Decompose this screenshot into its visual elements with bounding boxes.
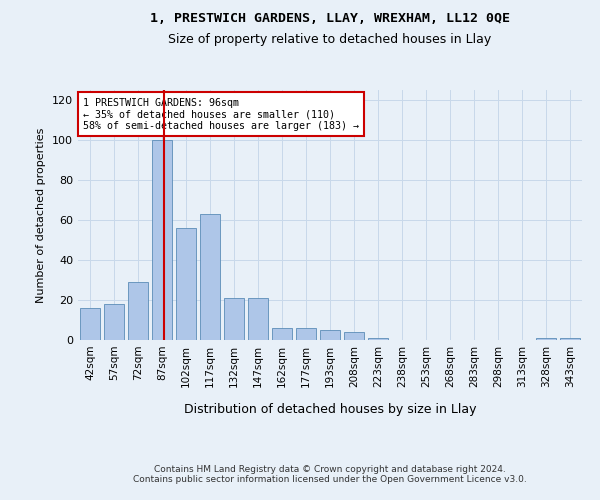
Bar (320, 330, 340, 340)
Bar (536, 338, 556, 340)
Bar (200, 214, 220, 340)
Text: 1, PRESTWICH GARDENS, LLAY, WREXHAM, LL12 0QE: 1, PRESTWICH GARDENS, LLAY, WREXHAM, LL1… (150, 12, 510, 26)
Text: Size of property relative to detached houses in Llay: Size of property relative to detached ho… (169, 32, 491, 46)
Text: Contains HM Land Registry data © Crown copyright and database right 2024.
Contai: Contains HM Land Registry data © Crown c… (133, 465, 527, 484)
Bar (176, 228, 196, 340)
Bar (128, 282, 148, 340)
Bar (80, 308, 100, 340)
Bar (560, 338, 580, 340)
Bar (344, 332, 364, 340)
Bar (152, 140, 172, 340)
Y-axis label: Number of detached properties: Number of detached properties (37, 128, 46, 302)
Text: 1 PRESTWICH GARDENS: 96sqm
← 35% of detached houses are smaller (110)
58% of sem: 1 PRESTWICH GARDENS: 96sqm ← 35% of deta… (83, 98, 359, 130)
Text: Distribution of detached houses by size in Llay: Distribution of detached houses by size … (184, 402, 476, 415)
Bar (248, 298, 268, 340)
Bar (296, 328, 316, 340)
Bar (224, 298, 244, 340)
Bar (368, 338, 388, 340)
Bar (272, 328, 292, 340)
Bar (104, 304, 124, 340)
